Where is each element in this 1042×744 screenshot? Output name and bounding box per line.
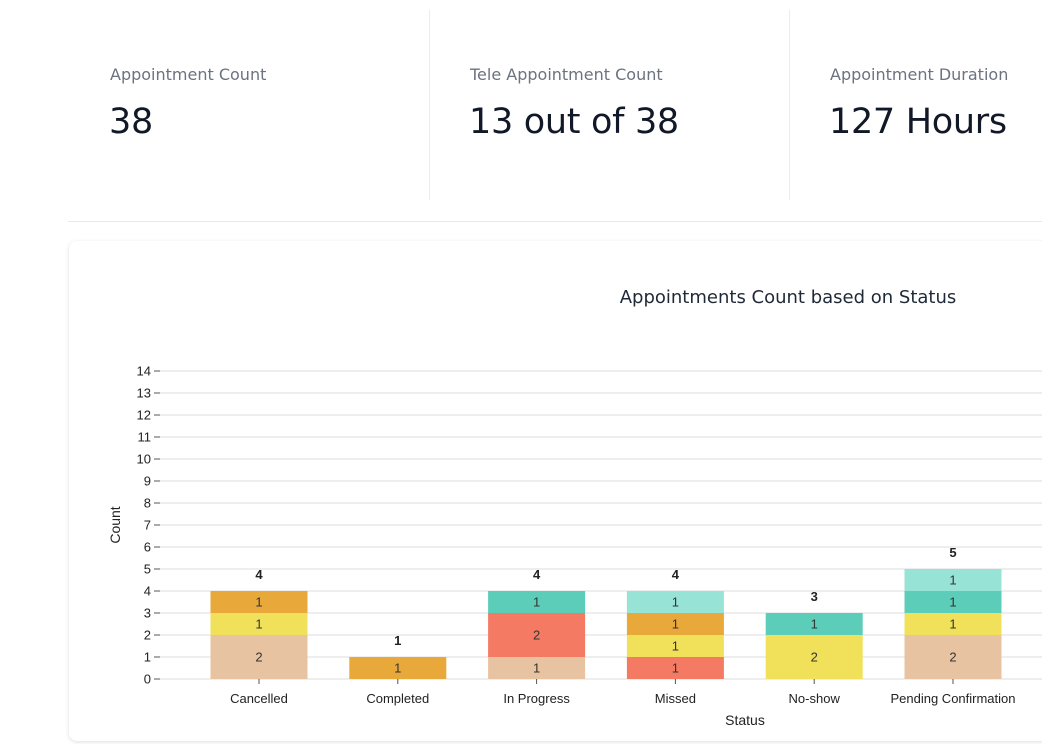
y-tick-label: 10: [137, 452, 151, 467]
bar-segment: [488, 657, 586, 679]
bar-segment: [904, 635, 1002, 679]
y-tick-label: 4: [144, 584, 151, 599]
y-tick-label: 11: [138, 430, 152, 445]
y-tick-label: 3: [144, 606, 151, 621]
x-tick-label: Completed: [366, 691, 429, 706]
chart-title: Appointments Count based on Status: [620, 287, 957, 308]
segment-value-label: 1: [672, 639, 679, 654]
stat-value: 127 Hours: [829, 102, 1007, 142]
y-tick-label: 13: [137, 386, 151, 401]
bar-segment: [904, 591, 1002, 613]
bar-total-label: 1: [394, 633, 401, 648]
bar-segment: [210, 613, 308, 635]
bar-segment: [210, 635, 308, 679]
y-axis-label: Count: [107, 506, 123, 543]
segment-value-label: 1: [811, 617, 818, 632]
segment-value-label: 2: [533, 628, 540, 643]
grid-lines: [160, 370, 1042, 680]
segment-value-label: 1: [949, 617, 956, 632]
segment-value-label: 1: [533, 595, 540, 610]
y-tick-label: 6: [144, 540, 151, 555]
stat-appointment-duration: Appointment Duration 127 Hours: [789, 10, 1042, 200]
segment-value-label: 1: [672, 595, 679, 610]
x-axis-label: Status: [725, 712, 765, 728]
x-tick-label: No-show: [789, 691, 841, 706]
bar-total-label: 3: [811, 589, 818, 604]
segment-value-label: 1: [255, 617, 262, 632]
bar-segment: [626, 635, 724, 657]
stat-value: 38: [109, 102, 153, 142]
segment-value-label: 1: [255, 595, 262, 610]
segment-value-label: 1: [672, 661, 679, 676]
y-tick-label: 2: [144, 628, 151, 643]
bar-segment: [765, 635, 863, 679]
bar-total-label: 4: [255, 567, 263, 582]
segment-value-label: 1: [672, 617, 679, 632]
y-tick-label: 9: [144, 474, 151, 489]
segment-value-label: 1: [949, 573, 956, 588]
stat-value: 13 out of 38: [469, 102, 679, 142]
stat-label: Appointment Duration: [830, 65, 1009, 84]
bar-segment: [210, 591, 308, 613]
y-tick-label: 0: [144, 672, 151, 687]
y-tick-label: 5: [144, 562, 151, 577]
status-bar-chart: Appointments Count based on Status 01234…: [107, 287, 1042, 728]
segment-value-label: 1: [533, 661, 540, 676]
bar-segment: [349, 657, 447, 679]
bar-segment: [626, 613, 724, 635]
bar-segment: [904, 569, 1002, 591]
stats-row: Appointment Count 38 Tele Appointment Co…: [0, 10, 1042, 200]
x-tick-label: In Progress: [503, 691, 570, 706]
bar-segment: [626, 657, 724, 679]
x-tick-label: Pending Confirmation: [890, 691, 1015, 706]
segment-value-label: 2: [255, 650, 262, 665]
segment-value-label: 2: [811, 650, 818, 665]
bar-stacks: 2 1 1 4 1 1 1 2 1 4 1 1 1 1 4 2 1 3 2 1 1 1 5: [210, 545, 1002, 679]
stat-label: Tele Appointment Count: [470, 65, 663, 84]
bar-segment: [488, 591, 586, 613]
bar-total-label: 4: [672, 567, 680, 582]
segment-value-label: 1: [949, 595, 956, 610]
y-tick-label: 8: [144, 496, 151, 511]
y-tick-label: 1: [144, 650, 151, 665]
y-tick-label: 7: [144, 518, 151, 533]
bar-segment: [488, 613, 586, 657]
segment-value-label: 1: [394, 661, 401, 676]
stat-appointment-count: Appointment Count 38: [70, 10, 428, 200]
x-axis-ticks: Cancelled Completed In Progress Missed No-sh…: [230, 679, 1016, 706]
segment-value-label: 2: [949, 650, 956, 665]
stat-tele-appointment-count: Tele Appointment Count 13 out of 38: [429, 10, 788, 200]
bar-total-label: 5: [949, 545, 956, 560]
bar-segment: [904, 613, 1002, 635]
x-tick-label: Missed: [655, 691, 696, 706]
x-tick-label: Cancelled: [230, 691, 288, 706]
bar-total-label: 4: [533, 567, 541, 582]
bar-segment: [626, 591, 724, 613]
stat-label: Appointment Count: [110, 65, 267, 84]
y-tick-label: 12: [137, 408, 151, 423]
stats-divider: [68, 221, 1042, 222]
bar-segment: [765, 613, 863, 635]
y-tick-label: 14: [137, 364, 151, 379]
